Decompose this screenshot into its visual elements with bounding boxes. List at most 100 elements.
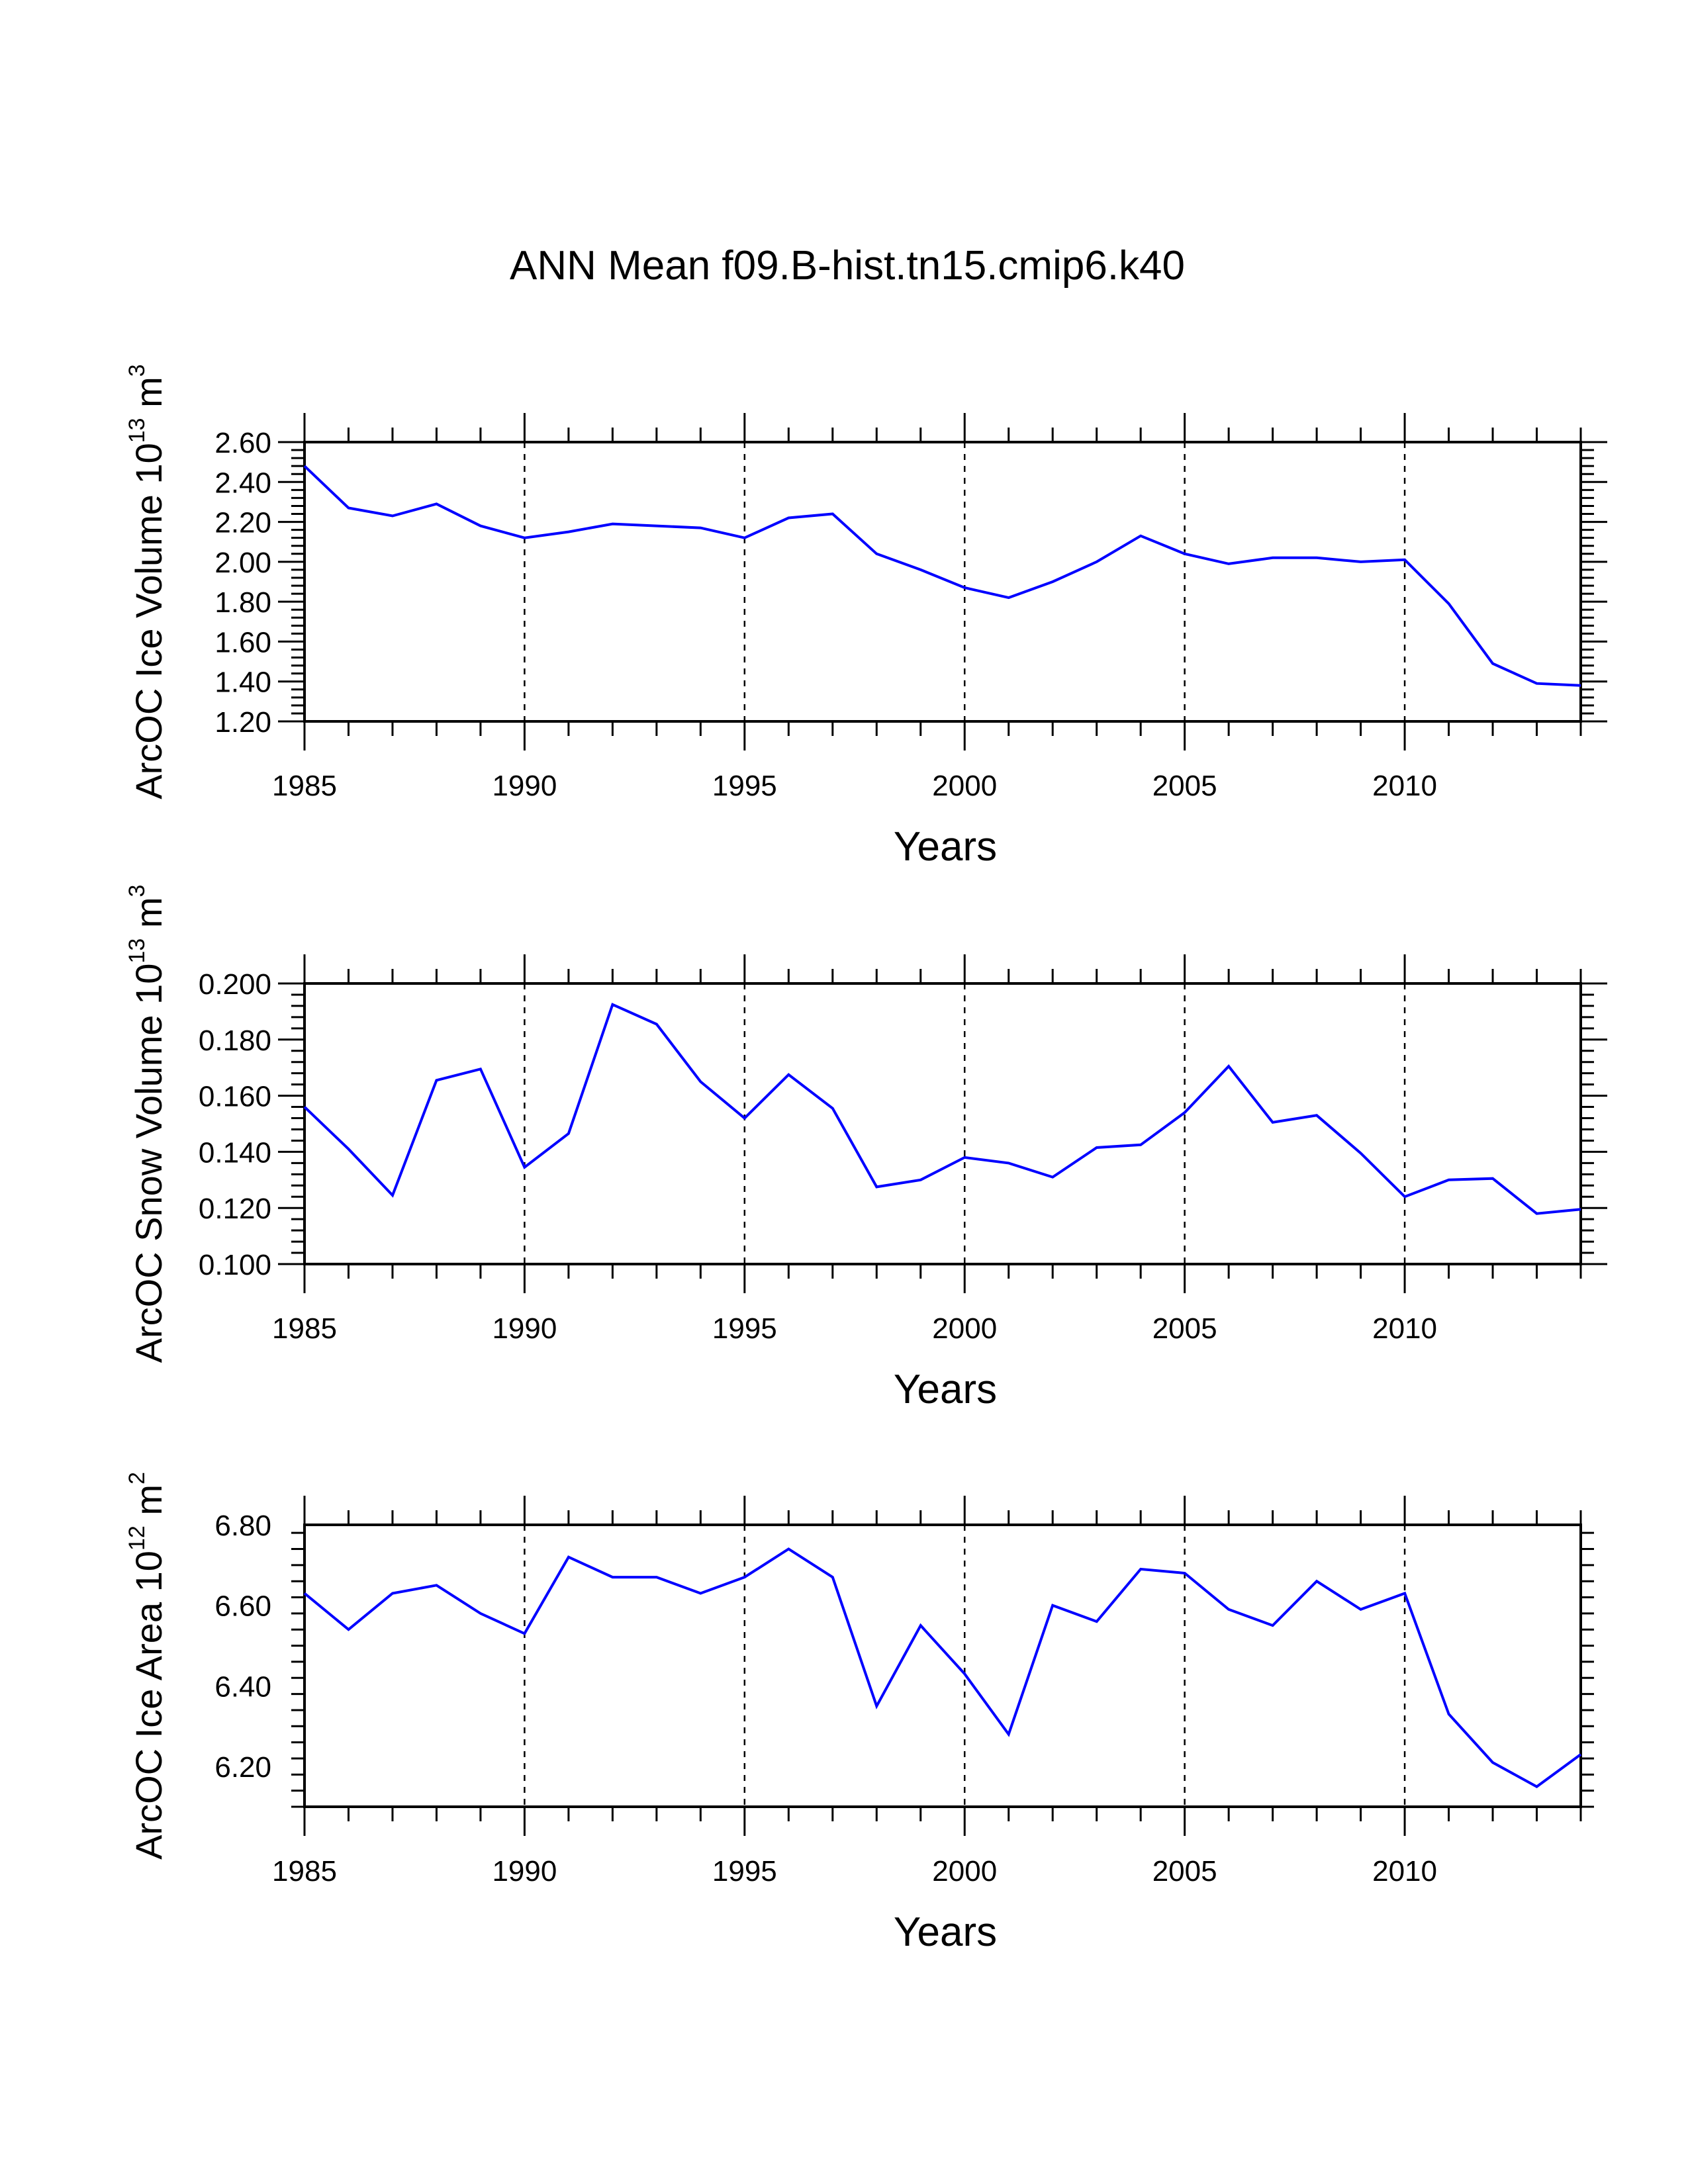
data-point-1997 [831, 512, 835, 516]
data-point-2013 [1535, 1785, 1539, 1789]
data-point-2006 [1227, 1608, 1231, 1612]
data-point-1987 [391, 1591, 395, 1595]
series-line [303, 1003, 1581, 1215]
data-point-2002 [1051, 1604, 1055, 1608]
data-point-2003 [1095, 1146, 1099, 1150]
data-point-2000 [962, 1156, 966, 1160]
x-tick-label: 2000 [932, 1312, 997, 1345]
x-tick-label: 2000 [932, 1855, 997, 1888]
data-point-2009 [1359, 1608, 1363, 1612]
data-point-2005 [1183, 1571, 1187, 1575]
x-tick-label: 2005 [1152, 1312, 1217, 1345]
data-point-2012 [1491, 1760, 1495, 1764]
y-tick-label: 2.00 [214, 547, 271, 579]
data-point-1994 [698, 526, 702, 530]
data-point-1990 [522, 1165, 526, 1169]
data-point-2011 [1447, 1178, 1451, 1182]
data-point-1985 [303, 464, 306, 468]
data-point-1996 [786, 1073, 790, 1077]
data-point-2012 [1491, 1177, 1495, 1181]
y-tick-label: 0.100 [199, 1249, 271, 1281]
y-tick-label: 1.40 [214, 666, 271, 699]
panels: 1985 1990 1995 2000 2005 2010 1.20 1.40 1.60 1.80… [124, 364, 1607, 1955]
x-tick-label: 2010 [1372, 1855, 1437, 1888]
data-point-1988 [434, 1078, 438, 1082]
data-point-2000 [962, 586, 966, 590]
data-point-2007 [1271, 556, 1275, 560]
data-point-2006 [1227, 562, 1231, 566]
y-tick-label: 1.80 [214, 586, 271, 619]
x-axis-label: Years [894, 1367, 997, 1412]
data-point-1989 [479, 1612, 483, 1615]
chart-panel-2: 1985 1990 1995 2000 2005 2010 0.100 0.120 0.140 0… [124, 885, 1607, 1412]
data-point-1992 [610, 1575, 614, 1579]
y-axis-label: ArcOC Snow Volume 1013 m3 [124, 885, 169, 1363]
data-point-2001 [1007, 1161, 1011, 1165]
data-point-1993 [655, 1575, 659, 1579]
data-point-2009 [1359, 560, 1363, 564]
x-axis-label: Years [894, 824, 997, 870]
x-tick-label: 2005 [1152, 1855, 1217, 1888]
x-tick-label: 1990 [492, 1855, 557, 1888]
chart-panel-1: 1985 1990 1995 2000 2005 2010 1.20 1.40 1.60 1.80… [124, 364, 1607, 870]
y-tick-label: 2.20 [214, 507, 271, 539]
data-point-1991 [567, 530, 571, 534]
data-point-1988 [434, 502, 438, 506]
y-tick-label: 2.60 [214, 427, 271, 459]
data-point-1990 [522, 1631, 526, 1635]
y-tick-label: 6.60 [214, 1590, 271, 1623]
data-point-2004 [1139, 534, 1143, 538]
data-point-1987 [391, 1193, 395, 1197]
data-point-1992 [610, 522, 614, 526]
data-point-2007 [1271, 1623, 1275, 1627]
data-point-1992 [610, 1003, 614, 1007]
data-point-1998 [874, 1185, 878, 1189]
data-point-1986 [346, 1627, 350, 1631]
data-point-2010 [1403, 1195, 1407, 1199]
data-point-1995 [743, 536, 747, 540]
y-tick-label: 6.80 [214, 1510, 271, 1542]
y-tick-label: 1.60 [214, 626, 271, 659]
y-tick-label: 0.140 [199, 1136, 271, 1169]
x-tick-label: 1990 [492, 770, 557, 802]
plot-frame [303, 1524, 1582, 1808]
chart-panel-3: 1985 1990 1995 2000 2005 2010 6.20 6.40 6.60 6.80… [124, 1472, 1594, 1955]
data-point-2010 [1403, 1591, 1407, 1595]
data-point-1991 [567, 1132, 571, 1136]
data-point-1989 [479, 524, 483, 528]
x-tick-label: 1985 [272, 1855, 337, 1888]
data-point-1995 [743, 1575, 747, 1579]
data-point-1999 [919, 1623, 923, 1627]
data-point-1985 [303, 1591, 306, 1595]
data-point-1988 [434, 1583, 438, 1587]
data-point-2012 [1491, 662, 1495, 666]
data-point-2010 [1403, 558, 1407, 562]
y-tick-label: 0.120 [199, 1193, 271, 1225]
data-point-1987 [391, 514, 395, 518]
x-tick-label: 2010 [1372, 770, 1437, 802]
y-tick-label: 0.160 [199, 1081, 271, 1113]
y-axis-label: ArcOC Ice Volume 1013 m3 [124, 364, 169, 799]
data-point-2013 [1535, 1212, 1539, 1216]
data-point-2008 [1315, 556, 1319, 560]
data-point-2011 [1447, 602, 1451, 606]
data-point-1997 [831, 1575, 835, 1579]
data-point-1996 [786, 516, 790, 520]
data-point-1985 [303, 1105, 306, 1109]
x-axis-label: Years [894, 1909, 997, 1955]
data-point-1997 [831, 1107, 835, 1111]
x-tick-label: 2010 [1372, 1312, 1437, 1345]
data-point-2014 [1579, 1752, 1583, 1756]
data-point-1990 [522, 536, 526, 540]
figure-title: ANN Mean f09.B-hist.tn15.cmip6.k40 [510, 243, 1185, 289]
data-point-2003 [1095, 560, 1099, 564]
x-tick-label: 1995 [712, 770, 777, 802]
y-tick-label: 1.20 [214, 706, 271, 739]
data-point-2007 [1271, 1120, 1275, 1124]
data-point-2001 [1007, 1732, 1011, 1736]
data-point-1994 [698, 1591, 702, 1595]
data-point-2002 [1051, 580, 1055, 584]
data-point-2002 [1051, 1175, 1055, 1179]
data-point-2004 [1139, 1143, 1143, 1147]
